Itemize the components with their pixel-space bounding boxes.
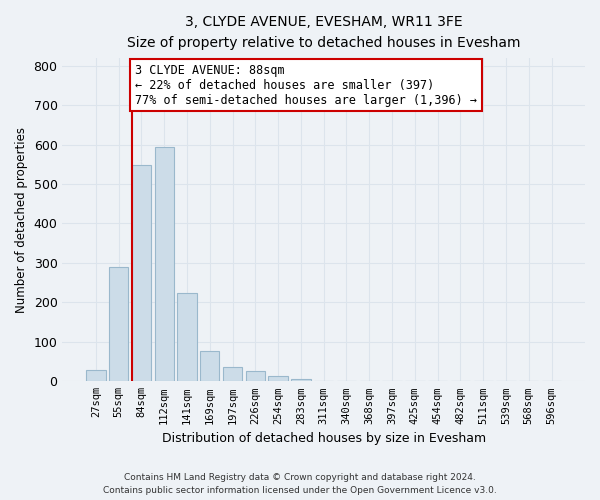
Bar (245, 372, 265, 382)
Bar (223, 366, 242, 382)
Bar (291, 380, 311, 382)
Text: 3 CLYDE AVENUE: 88sqm
← 22% of detached houses are smaller (397)
77% of semi-det: 3 CLYDE AVENUE: 88sqm ← 22% of detached … (135, 64, 477, 106)
Bar (109, 267, 128, 382)
Bar (132, 165, 151, 382)
Bar (86, 370, 106, 382)
Title: 3, CLYDE AVENUE, EVESHAM, WR11 3FE
Size of property relative to detached houses : 3, CLYDE AVENUE, EVESHAM, WR11 3FE Size … (127, 15, 520, 50)
Text: Contains HM Land Registry data © Crown copyright and database right 2024.
Contai: Contains HM Land Registry data © Crown c… (103, 473, 497, 495)
Bar (200, 350, 220, 382)
Y-axis label: Number of detached properties: Number of detached properties (15, 126, 28, 312)
Bar (155, 146, 174, 382)
Bar (178, 292, 197, 382)
Bar (268, 376, 288, 382)
X-axis label: Distribution of detached houses by size in Evesham: Distribution of detached houses by size … (161, 432, 486, 445)
